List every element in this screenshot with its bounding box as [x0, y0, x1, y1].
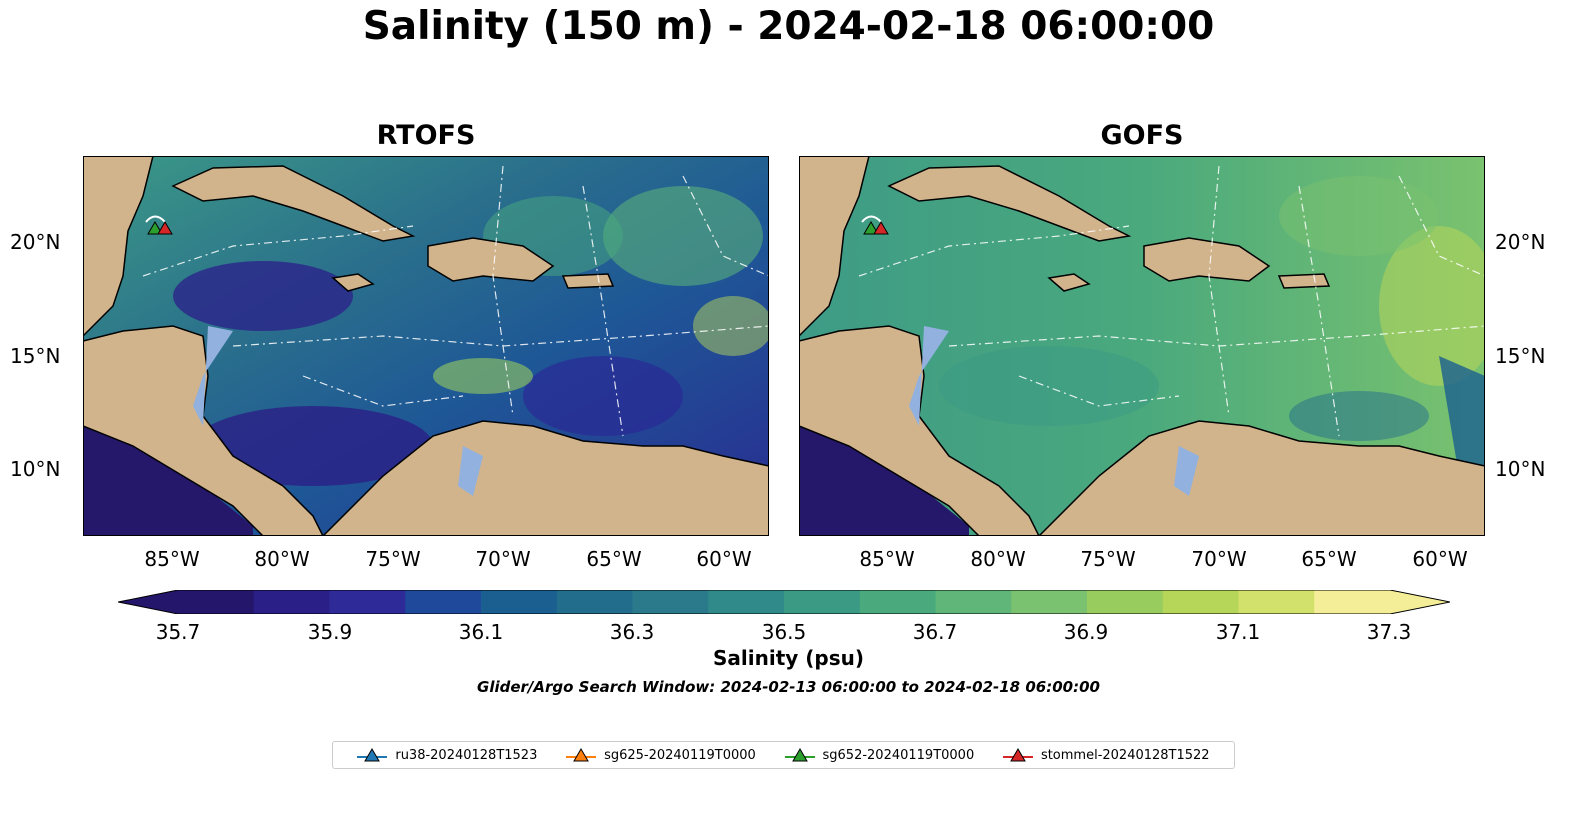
colorbar-segment: [859, 590, 936, 614]
triangle-marker-icon: [1002, 748, 1033, 762]
colorbar-segment: [708, 590, 785, 614]
search-window-text: Glider/Argo Search Window: 2024-02-13 06…: [477, 678, 1100, 696]
colorbar-segment: [253, 590, 330, 614]
lon-tick: 70°W: [1191, 547, 1247, 571]
colorbar-segment: [329, 590, 406, 614]
lon-tick: 65°W: [586, 547, 642, 571]
legend-item: stommel-20240128T1522: [1002, 747, 1210, 763]
legend-label: ru38-20240128T1523: [395, 747, 538, 763]
lon-tick: 70°W: [475, 547, 531, 571]
colorbar-segment: [1011, 590, 1088, 614]
colorbar-segment: [556, 590, 633, 614]
colorbar-segment: [481, 590, 558, 614]
lat-tick-left: 20°N: [10, 230, 61, 254]
colorbar-segment: [405, 590, 482, 614]
lat-tick-left: 10°N: [10, 457, 61, 481]
salinity-colorbar: [118, 590, 1450, 614]
legend-item: sg652-20240119T0000: [784, 747, 975, 763]
colorbar-tick: 36.7: [912, 620, 958, 644]
lon-tick: 75°W: [1080, 547, 1136, 571]
legend-item: sg625-20240119T0000: [566, 747, 756, 763]
colorbar-label: Salinity (psu): [712, 646, 864, 670]
colorbar-extend-high: [1390, 590, 1450, 614]
triangle-marker-icon: [357, 748, 388, 762]
colorbar-extend-low: [118, 590, 178, 614]
colorbar-tick: 35.7: [155, 620, 201, 644]
colorbar-tick: 36.9: [1063, 620, 1109, 644]
legend-label: sg652-20240119T0000: [822, 747, 975, 763]
legend-label: sg625-20240119T0000: [604, 747, 756, 763]
colorbar-segment: [935, 590, 1012, 614]
colorbar-tick: 36.5: [761, 620, 807, 644]
triangle-marker-icon: [784, 748, 815, 762]
lon-tick: 75°W: [365, 547, 421, 571]
legend-item: ru38-20240128T1523: [357, 747, 537, 763]
rtofs-panel-title: RTOFS: [376, 120, 476, 151]
lon-tick: 80°W: [970, 547, 1026, 571]
lat-tick-left: 15°N: [10, 344, 61, 368]
colorbar-segment: [784, 590, 861, 614]
colorbar-segment: [1087, 590, 1164, 614]
glider-legend: ru38-20240128T1523 sg625-20240119T0000 s…: [332, 741, 1235, 769]
colorbar-tick: 36.1: [458, 620, 504, 644]
lon-tick: 65°W: [1301, 547, 1357, 571]
lat-tick-right: 20°N: [1495, 230, 1546, 254]
legend-label: stommel-20240128T1522: [1040, 747, 1210, 763]
colorbar-tick: 35.9: [307, 620, 353, 644]
lon-tick: 60°W: [1412, 547, 1468, 571]
gofs-panel-title: GOFS: [1100, 120, 1184, 151]
colorbar-tick: 37.1: [1215, 620, 1261, 644]
lon-tick: 80°W: [254, 547, 310, 571]
colorbar-segment: [1238, 590, 1315, 614]
colorbar-segment: [1314, 590, 1391, 614]
rtofs-map: [83, 156, 769, 536]
colorbar-tick: 37.3: [1366, 620, 1412, 644]
gofs-map: [799, 156, 1485, 536]
triangle-marker-icon: [566, 748, 597, 762]
colorbar-segment: [1162, 590, 1239, 614]
figure-title: Salinity (150 m) - 2024-02-18 06:00:00: [362, 4, 1215, 49]
lat-tick-right: 15°N: [1495, 344, 1546, 368]
lon-tick: 85°W: [859, 547, 915, 571]
colorbar-segment: [178, 590, 255, 614]
colorbar-tick: 36.3: [609, 620, 655, 644]
colorbar-segment: [632, 590, 709, 614]
lon-tick: 85°W: [144, 547, 200, 571]
lon-tick: 60°W: [696, 547, 752, 571]
lat-tick-right: 10°N: [1495, 457, 1546, 481]
